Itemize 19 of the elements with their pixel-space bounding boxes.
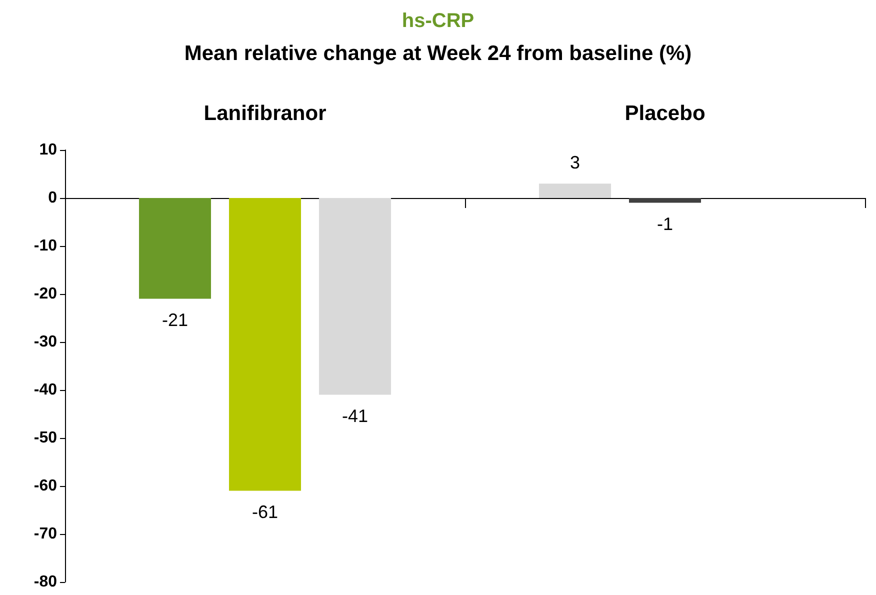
y-tick-label: -50: [34, 430, 58, 446]
data-label: 3: [570, 152, 580, 173]
y-tick-label: 0: [48, 190, 58, 206]
y-tick-label: -70: [34, 526, 58, 542]
data-label: -1: [656, 214, 674, 234]
y-tick-label: -20: [34, 286, 58, 302]
y-tick-label: -60: [34, 478, 58, 494]
y-tick-label: -10: [34, 238, 58, 254]
chart-subtitle: Mean relative change at Week 24 from baseline (%): [184, 42, 692, 65]
data-label: -61: [252, 502, 278, 522]
y-tick-label: -30: [34, 334, 58, 350]
y-tick-label: 10: [39, 142, 58, 158]
y-tick-label: -80: [34, 574, 58, 590]
y-tick-label: -40: [34, 382, 58, 398]
x-tick-label: Lanifibranor: [204, 102, 326, 125]
x-tick-label: Placebo: [624, 102, 706, 125]
chart-title: hs-CRP: [402, 10, 474, 32]
data-label: -41: [342, 406, 368, 426]
data-label: -21: [162, 310, 188, 330]
